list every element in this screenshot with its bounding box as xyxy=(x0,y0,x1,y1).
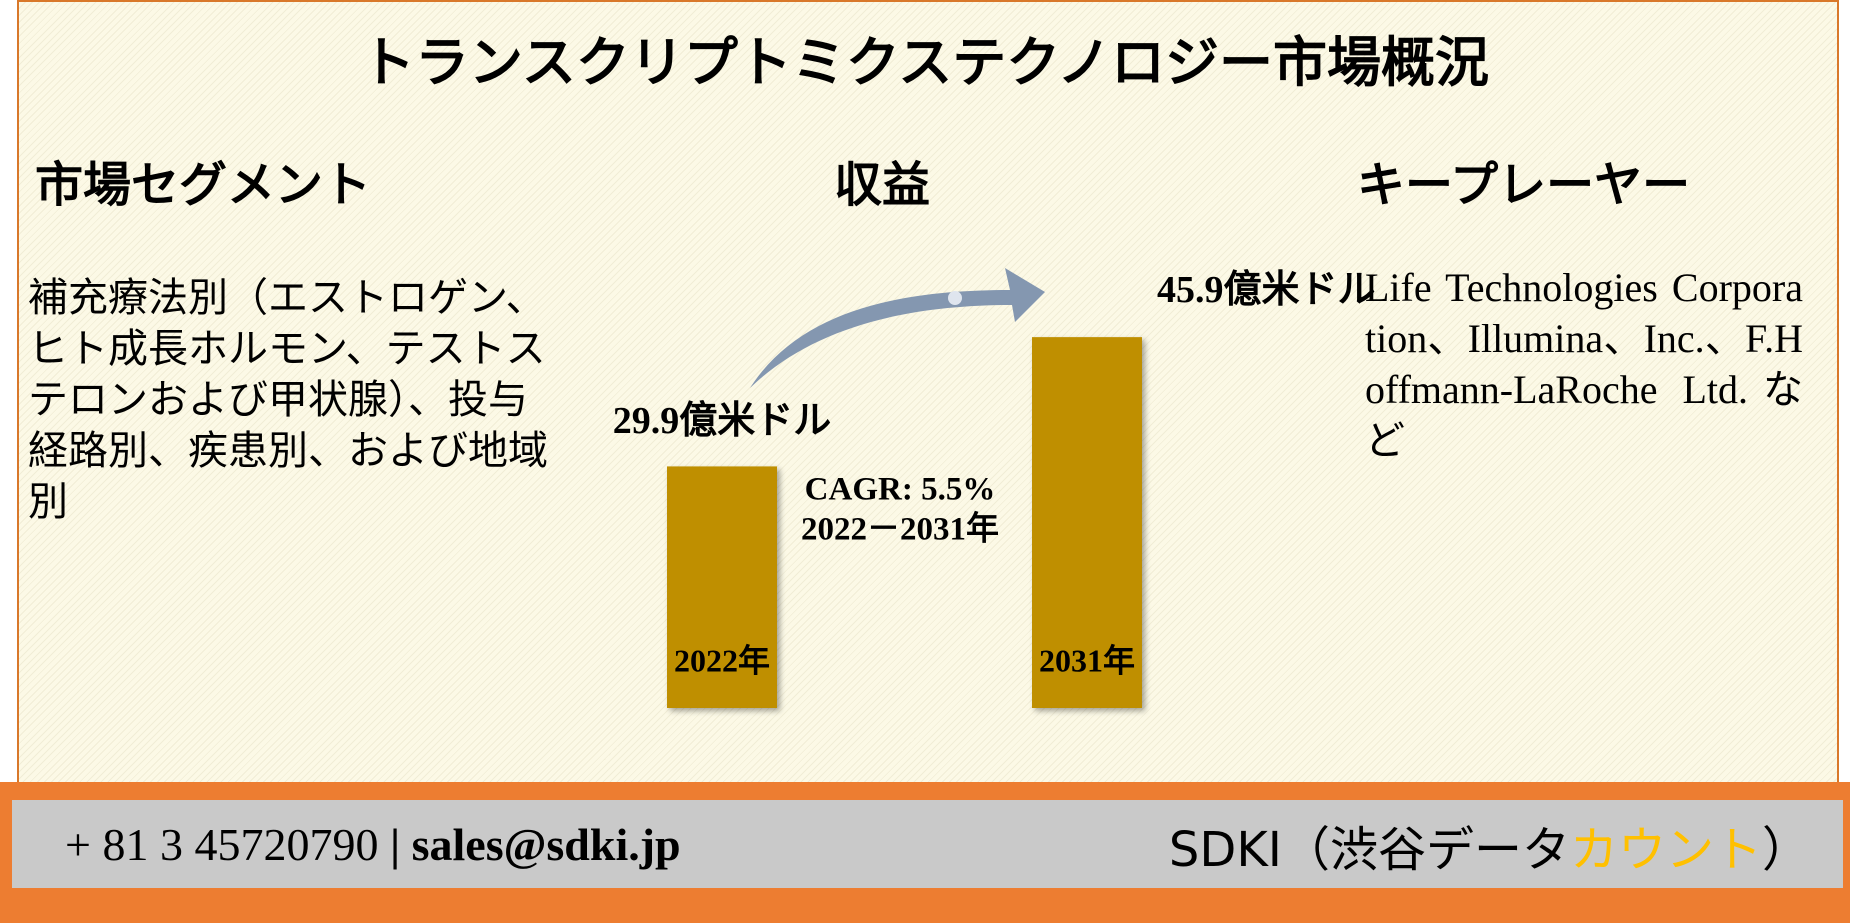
value-label: 29.9億米ドル xyxy=(613,400,832,442)
segments-text: 補充療法別（エストロゲン、ヒト成長ホルモン、テストステロンおよび甲状腺）、投与経… xyxy=(28,275,548,524)
category-label: 2031年 xyxy=(1039,642,1135,678)
players-heading: キープレーヤー xyxy=(1357,159,1691,212)
cagr: CAGR: 5.5% xyxy=(805,472,996,508)
footer-box xyxy=(12,800,1843,888)
value-label: 45.9億米ドル xyxy=(1157,269,1376,311)
title: トランスクリプトミクステクノロジー市場概況 xyxy=(360,33,1490,93)
revenue-heading: 収益 xyxy=(833,159,930,212)
brand-name: SDKI（渋谷データ xyxy=(1168,822,1570,878)
separator: | xyxy=(389,819,401,870)
category-label: 2022年 xyxy=(674,642,770,678)
growth-arrow xyxy=(750,268,1045,388)
segments-heading: 市場セグメント xyxy=(35,159,372,212)
brand-highlight: カウント xyxy=(1569,822,1762,878)
players-text: Life Technologies Corporation、Illumina、I… xyxy=(1365,265,1803,463)
contact: + 81 3 45720790 | sales@sdki.jp xyxy=(65,818,681,871)
panel xyxy=(17,0,1839,796)
bar xyxy=(667,466,777,708)
cagr-period: 2022－2031年 xyxy=(801,511,999,548)
bar xyxy=(1032,337,1142,708)
email[interactable]: sales@sdki.jp xyxy=(411,819,681,870)
arrow-dot xyxy=(948,291,962,305)
revenue-chart: CAGR: 5.5% 2022－2031年 2022年 29.9億米ドル 2031年… xyxy=(613,268,1376,708)
phone: + 81 3 45720790 xyxy=(65,819,379,870)
brand: SDKI（渋谷データカウント） xyxy=(1169,810,1810,880)
brand-close: ） xyxy=(1761,822,1810,878)
